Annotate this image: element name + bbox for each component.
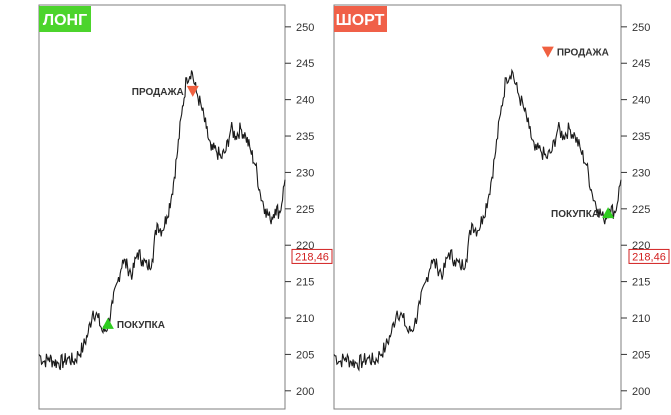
sell-label: ПРОДАЖА [132,87,184,98]
y-tick-label: 210 [296,313,314,325]
plot-frame [333,4,622,410]
price-tag: 218,46 [628,248,670,264]
buy-label: ПОКУПКА [551,209,599,220]
y-tick-label: 240 [296,95,314,107]
y-tick-label: 240 [632,95,650,107]
title-badge [39,6,91,32]
triangle-up-icon [101,317,114,329]
y-tick-label: 225 [296,204,314,216]
y-tick-label: 250 [296,22,314,34]
y-tick-label: 200 [296,386,314,398]
triangle-down-icon [541,46,554,58]
y-tick-label: 230 [296,167,314,179]
plot-frame [38,4,286,410]
buy-label: ПОКУПКА [117,320,165,331]
y-tick-label: 200 [632,386,650,398]
y-tick-label: 205 [632,349,650,361]
y-tick-label: 245 [632,58,650,70]
triangle-down-icon [186,85,199,97]
title-badge [334,6,387,32]
y-tick-label: 225 [632,204,650,216]
triangle-up-icon [602,207,615,219]
price-tag-box [291,248,333,264]
y-tick-label: 210 [632,313,650,325]
sell-label: ПРОДАЖА [557,48,609,59]
y-tick-label: 235 [296,131,314,143]
price-tag-label: 218,46 [295,251,329,263]
trade-annotations: ПРОДАЖА ПОКУПКА [541,46,615,220]
price-line [38,70,286,371]
y-tick-label: 205 [296,349,314,361]
price-line [333,68,622,372]
y-tick-label: 215 [296,277,314,289]
y-tick-label: 245 [296,58,314,70]
y-tick-label: 235 [632,131,650,143]
price-tag-label: 218,46 [632,251,666,263]
trade-annotations: ПОКУПКА ПРОДАЖА [101,85,199,331]
y-tick-label: 230 [632,167,650,179]
chart-title: ЛОНГ [43,12,87,29]
y-tick-label: 215 [632,277,650,289]
chart-title: ШОРТ [336,12,385,29]
y-tick-label: 250 [632,22,650,34]
price-tag: 218,46 [291,248,333,264]
price-tag-box [628,248,670,264]
